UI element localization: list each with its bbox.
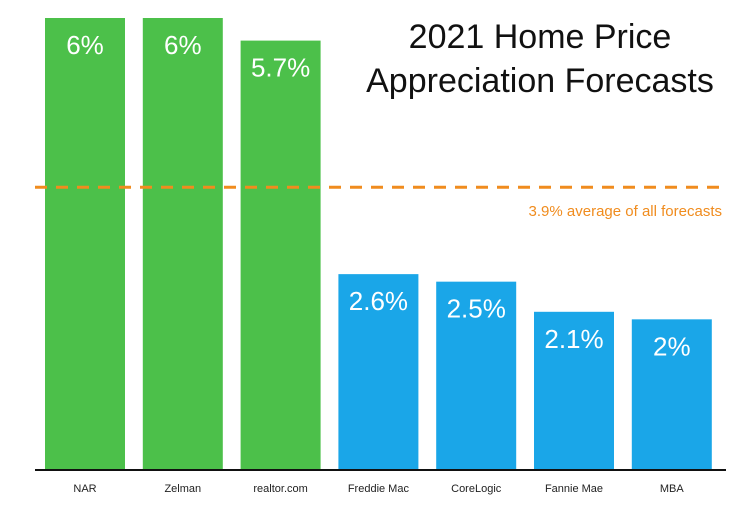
bar-nar (45, 18, 125, 470)
average-label: 3.9% average of all forecasts (529, 203, 722, 220)
category-label: realtor.com (253, 483, 307, 495)
category-label: CoreLogic (451, 483, 502, 495)
bar-freddie-mac (338, 274, 419, 470)
category-label: MBA (660, 483, 685, 495)
category-label: NAR (73, 483, 96, 495)
data-label: 2.5% (447, 294, 506, 324)
data-label: 6% (164, 30, 202, 60)
bar-zelman (142, 18, 223, 470)
bar-realtor-com (240, 40, 321, 470)
category-label: Zelman (164, 483, 201, 495)
data-label: 6% (66, 30, 104, 60)
data-label: 2% (653, 331, 691, 361)
data-label: 5.7% (251, 53, 310, 83)
data-label: 2.1% (544, 324, 603, 354)
chart-title-line-1: 2021 Home Price (409, 18, 672, 56)
bar-corelogic (436, 281, 517, 470)
chart-title-line-2: Appreciation Forecasts (366, 62, 714, 100)
category-label: Freddie Mac (348, 483, 410, 495)
data-label: 2.6% (349, 286, 408, 316)
category-label: Fannie Mae (545, 483, 603, 495)
bar-mba (631, 319, 712, 470)
bar-fannie-mae (534, 311, 614, 470)
